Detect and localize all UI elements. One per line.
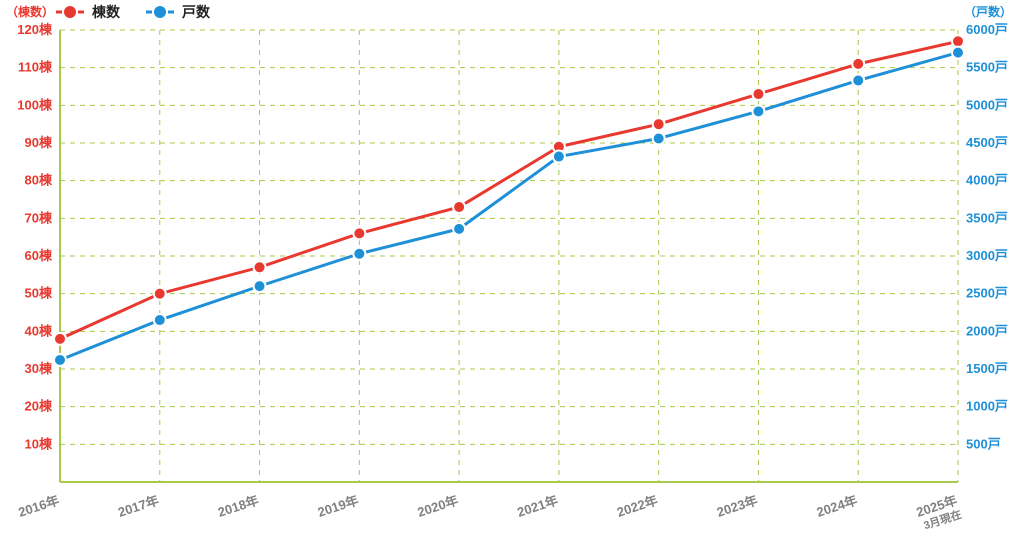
- series-marker: [254, 261, 266, 273]
- series-marker: [54, 333, 66, 345]
- dual-axis-line-chart: 10棟 20棟 30棟 40棟 50棟 60棟 70棟 80棟 90棟 100棟 110棟 120棟 5…: [0, 0, 1023, 533]
- series-marker: [154, 288, 166, 300]
- y-right-tick-label: 3500戸: [966, 210, 1008, 225]
- series-marker: [254, 280, 266, 292]
- series-marker: [154, 314, 166, 326]
- y-left-tick-label: 50棟: [25, 286, 53, 301]
- y-right-tick-label: 4500戸: [966, 135, 1008, 150]
- series-marker: [752, 88, 764, 100]
- series-marker: [453, 223, 465, 235]
- legend-marker: [63, 5, 77, 19]
- y-right-tick-label: 5500戸: [966, 60, 1008, 75]
- series-marker: [353, 248, 365, 260]
- legend-label: 棟数: [92, 4, 121, 20]
- y-left-tick-label: 80棟: [25, 173, 53, 188]
- legend-marker: [153, 5, 167, 19]
- legend-label: 戸数: [182, 4, 211, 20]
- y-left-tick-label: 110棟: [18, 60, 53, 75]
- y-left-tick-label: 60棟: [25, 248, 53, 263]
- series-marker: [453, 201, 465, 213]
- y-left-tick-label: 20棟: [25, 399, 53, 414]
- y-right-tick-label: 4000戸: [966, 173, 1008, 188]
- y-left-tick-label: 70棟: [25, 210, 53, 225]
- y-right-tick-label: 6000戸: [966, 22, 1008, 37]
- series-marker: [752, 105, 764, 117]
- series-marker: [852, 58, 864, 70]
- y-left-tick-label: 10棟: [25, 436, 53, 451]
- series-marker: [952, 47, 964, 59]
- y-right-tick-label: 500戸: [966, 436, 1001, 451]
- y-right-tick-label: 5000戸: [966, 97, 1008, 112]
- series-marker: [553, 151, 565, 163]
- y-left-tick-label: 30棟: [25, 361, 53, 376]
- y-right-tick-label: 2500戸: [966, 286, 1008, 301]
- y-left-tick-label: 90棟: [25, 135, 53, 150]
- y-left-tick-label: 100棟: [17, 97, 53, 112]
- series-marker: [353, 227, 365, 239]
- y-left-tick-label: 40棟: [25, 323, 53, 338]
- y-left-title: （棟数）: [6, 4, 54, 19]
- series-marker: [54, 354, 66, 366]
- chart-container: 10棟 20棟 30棟 40棟 50棟 60棟 70棟 80棟 90棟 100棟 110棟 120棟 5…: [0, 0, 1023, 533]
- series-marker: [653, 132, 665, 144]
- series-marker: [952, 35, 964, 47]
- y-right-tick-label: 1500戸: [966, 361, 1008, 376]
- series-marker: [653, 118, 665, 130]
- y-right-tick-label: 1000戸: [966, 399, 1008, 414]
- y-right-tick-label: 3000戸: [966, 248, 1008, 263]
- y-right-tick-label: 2000戸: [966, 323, 1008, 338]
- y-left-tick-label: 120棟: [17, 22, 53, 37]
- series-marker: [852, 74, 864, 86]
- y-right-title: （戸数）: [964, 4, 1012, 19]
